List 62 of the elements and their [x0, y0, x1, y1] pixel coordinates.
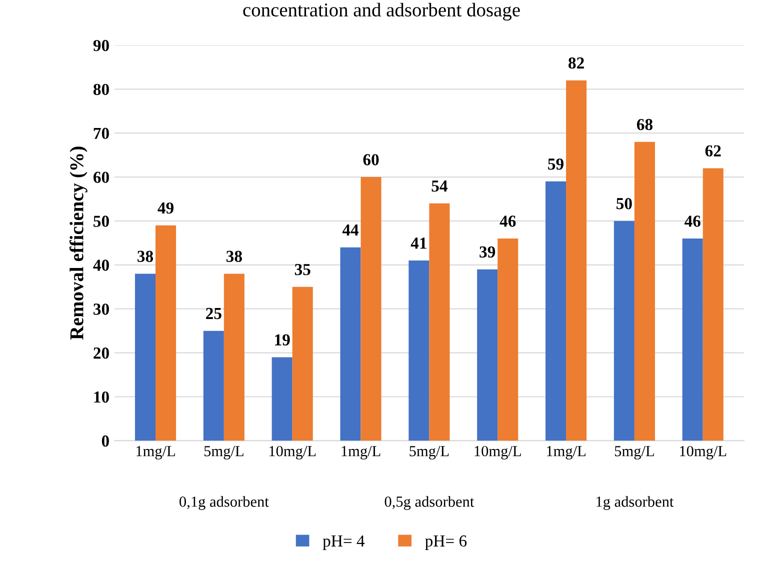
data-label: 41	[410, 238, 426, 249]
x-tick-label: 1mg/L	[547, 446, 586, 460]
y-tick-label: 0	[102, 435, 109, 447]
y-tick-label: 30	[94, 304, 109, 315]
y-tick-label: 80	[93, 84, 109, 96]
data-label: 35	[294, 264, 310, 276]
data-label: 68	[636, 118, 652, 130]
data-label: 82	[568, 57, 584, 69]
x-tick-label: 10mg/L	[680, 446, 726, 460]
x-tick-label: 10mg/L	[474, 446, 521, 460]
bar	[614, 220, 634, 441]
bar	[546, 181, 566, 441]
data-label: 54	[432, 180, 448, 192]
data-label: 39	[480, 246, 496, 258]
y-tick-label: 60	[93, 172, 109, 183]
x-tick-label: 5mg/L	[410, 446, 449, 460]
bar	[272, 357, 292, 441]
bar	[477, 269, 498, 441]
text: 0,5g adsorbent	[384, 496, 474, 510]
bar	[702, 168, 724, 441]
bar	[634, 142, 655, 441]
text: 0,1g adsorbent	[180, 496, 269, 510]
data-label: 59	[548, 158, 564, 170]
text: 1g adsorbent	[596, 496, 674, 510]
bar	[156, 225, 176, 441]
y-tick-label: 70	[94, 128, 109, 140]
chart-title: concentration and adsorbent dosage	[243, 2, 520, 21]
data-label: 44	[342, 224, 359, 236]
y-tick-label: 50	[94, 216, 109, 227]
x-tick-label: 1mg/L	[136, 446, 175, 460]
bar	[292, 286, 313, 441]
data-label: 38	[226, 250, 242, 262]
data-label: 25	[206, 308, 222, 320]
y-tick-label: 90	[93, 40, 109, 52]
x-tick-label: 1mg/L	[342, 446, 380, 460]
bar	[224, 274, 244, 441]
bar	[408, 260, 430, 441]
bar	[134, 274, 156, 441]
data-label: 19	[275, 334, 290, 346]
x-tick-label: 10mg/L	[270, 446, 316, 460]
data-label: 62	[705, 145, 721, 157]
data-label: 60	[363, 154, 379, 166]
bar	[682, 238, 703, 441]
bar	[360, 177, 382, 441]
bar	[498, 238, 518, 441]
bar	[566, 80, 587, 441]
y-axis-title: Removal efficiency (%)	[69, 146, 88, 340]
data-label: 38	[138, 250, 154, 262]
data-label: 50	[616, 198, 632, 210]
data-label: 46	[500, 216, 516, 227]
x-tick-label: 5mg/L	[204, 446, 244, 460]
data-label: 49	[158, 202, 174, 214]
y-tick-label: 10	[94, 391, 109, 403]
y-tick-label: 40	[93, 260, 109, 271]
y-tick-label: 20	[94, 348, 109, 359]
x-tick-label: 5mg/L	[614, 446, 654, 460]
legend-label: pH= 6	[425, 535, 467, 550]
bar	[340, 247, 361, 441]
data-label: 46	[684, 216, 700, 227]
legend-label: pH= 4	[322, 535, 365, 550]
bar	[203, 330, 224, 441]
bar	[429, 203, 450, 441]
